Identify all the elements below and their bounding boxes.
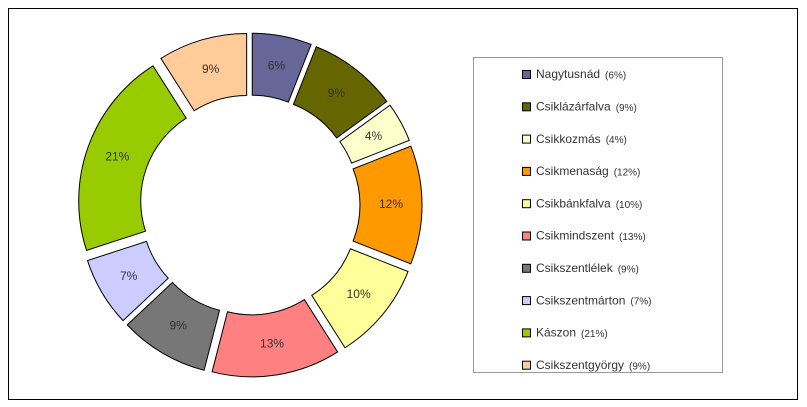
slice-label: 21% xyxy=(105,149,129,163)
legend-swatch xyxy=(522,134,531,144)
donut-slice xyxy=(160,32,248,112)
slice-label: 9% xyxy=(328,86,346,100)
legend-label: Csikkozmás xyxy=(536,132,601,146)
legend-value: (6%) xyxy=(605,71,626,82)
legend-label: Csikmenaság xyxy=(536,164,609,178)
legend-swatch xyxy=(522,328,531,338)
donut-slice xyxy=(292,46,388,139)
slice-label: 12% xyxy=(379,197,403,211)
donut-slice xyxy=(78,65,187,252)
legend-label: Csikbánkfalva xyxy=(536,196,611,210)
legend-swatch xyxy=(522,231,531,241)
legend-swatch xyxy=(522,166,531,176)
legend-value: (12%) xyxy=(614,168,641,179)
legend-value: (21%) xyxy=(581,329,608,340)
slice-label: 9% xyxy=(170,319,188,333)
slice-label: 7% xyxy=(120,269,138,283)
legend-value: (10%) xyxy=(616,200,643,211)
donut-slice xyxy=(211,298,339,378)
slice-label: 10% xyxy=(347,287,371,301)
donut-slice xyxy=(352,145,423,265)
legend-label: Kászon xyxy=(536,326,576,340)
slice-label: 4% xyxy=(365,129,383,143)
legend-value: (9%) xyxy=(629,361,650,372)
legend-value: (9%) xyxy=(618,264,639,275)
legend-label: Csikmindszent xyxy=(536,229,615,243)
legend-value: (13%) xyxy=(619,232,646,243)
legend-label: Csiklázárfalva xyxy=(536,99,611,113)
slice-label: 13% xyxy=(260,336,284,350)
legend-label: Nagytusnád xyxy=(536,67,600,81)
donut-slice xyxy=(126,281,221,371)
donut-slice xyxy=(251,32,312,103)
slice-label: 6% xyxy=(268,59,286,73)
legend-value: (4%) xyxy=(606,135,627,146)
donut-slice xyxy=(311,248,409,349)
legend-swatch xyxy=(522,102,531,112)
legend-swatch xyxy=(522,263,531,273)
legend-swatch xyxy=(522,70,531,79)
legend-swatch xyxy=(522,199,531,209)
slice-label: 9% xyxy=(202,62,220,76)
legend-label: Csikszentgyörgy xyxy=(536,358,624,372)
legend-value: (7%) xyxy=(630,297,651,308)
legend-value: (9%) xyxy=(616,103,637,114)
legend-swatch xyxy=(522,296,531,306)
donut-slice xyxy=(86,240,169,322)
legend-label: Csikszentmárton xyxy=(536,293,625,307)
legend-label: Csikszentlélek xyxy=(536,261,614,275)
legend-box xyxy=(473,57,723,373)
legend-swatch xyxy=(522,360,531,370)
donut-slice xyxy=(339,104,410,164)
